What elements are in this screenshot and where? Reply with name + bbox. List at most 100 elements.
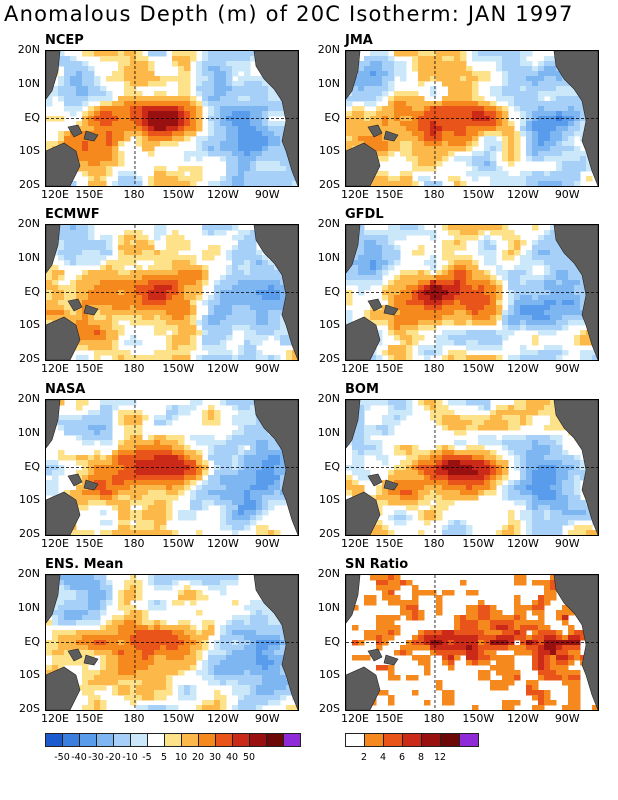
field-cell: [532, 435, 539, 441]
field-cell: [574, 315, 581, 321]
field-cell: [136, 445, 143, 451]
field-cell: [100, 345, 107, 351]
field-cell: [154, 470, 161, 476]
field-cell: [526, 255, 533, 261]
field-cell: [94, 415, 101, 421]
field-cell: [430, 121, 437, 127]
field-cell: [370, 51, 377, 57]
map-plot: [45, 224, 299, 361]
field-cell: [454, 305, 461, 311]
field-cell: [232, 136, 239, 142]
field-cell: [472, 106, 479, 112]
field-cell: [508, 146, 515, 152]
field-cell: [106, 455, 113, 461]
field-cell: [550, 275, 557, 281]
field-cell: [64, 81, 71, 87]
field-cell: [544, 305, 551, 311]
field-cell: [370, 61, 377, 67]
field-cell: [148, 131, 155, 137]
field-cell: [58, 285, 65, 291]
field-cell: [82, 225, 89, 231]
field-cell: [262, 480, 269, 486]
field-cell: [532, 285, 539, 291]
field-cell: [64, 420, 71, 426]
field-cell: [226, 445, 233, 451]
field-cell: [520, 400, 527, 406]
field-cell: [172, 176, 179, 182]
field-cell: [202, 81, 209, 87]
field-cell: [460, 260, 467, 266]
field-cell: [82, 340, 89, 346]
field-cell: [232, 520, 239, 526]
field-cell: [82, 355, 89, 360]
field-cell: [82, 111, 89, 117]
field-cell: [358, 410, 365, 416]
field-cell: [70, 76, 77, 82]
field-cell: [424, 126, 431, 132]
field-cell: [346, 126, 353, 132]
field-cell: [262, 485, 269, 491]
field-cell: [82, 415, 89, 421]
field-cell: [472, 116, 479, 122]
field-cell: [136, 305, 143, 311]
field-cell: [580, 350, 587, 356]
field-cell: [106, 91, 113, 97]
field-cell: [94, 240, 101, 246]
field-cell: [256, 340, 263, 346]
field-cell: [430, 300, 437, 306]
field-cell: [274, 280, 281, 286]
field-cell: [70, 240, 77, 246]
field-cell: [124, 51, 131, 57]
field-cell: [442, 480, 449, 486]
field-cell: [268, 86, 275, 92]
field-cell: [460, 181, 467, 186]
field-cell: [136, 81, 143, 87]
field-cell: [280, 151, 287, 157]
field-cell: [232, 420, 239, 426]
field-cell: [262, 270, 269, 276]
field-cell: [370, 310, 377, 316]
field-cell: [208, 121, 215, 127]
field-cell: [88, 275, 95, 281]
field-cell: [388, 81, 395, 87]
field-cell: [232, 300, 239, 306]
field-cell: [442, 131, 449, 137]
field-cell: [502, 51, 509, 57]
field-cell: [82, 280, 89, 286]
field-cell: [424, 400, 431, 406]
field-cell: [460, 71, 467, 77]
field-cell: [136, 245, 143, 251]
field-cell: [424, 176, 431, 182]
field-cell: [490, 490, 497, 496]
field-cell: [184, 270, 191, 276]
field-cell: [232, 131, 239, 137]
field-cell: [556, 76, 563, 82]
field-cell: [196, 400, 203, 406]
field-cell: [346, 465, 353, 471]
field-cell: [460, 430, 467, 436]
field-cell: [388, 151, 395, 157]
field-cell: [130, 305, 137, 311]
field-cell: [88, 325, 95, 331]
field-cell: [544, 320, 551, 326]
field-cell: [418, 300, 425, 306]
field-cell: [112, 265, 119, 271]
field-cell: [196, 116, 203, 122]
field-cell: [400, 485, 407, 491]
field-cell: [178, 136, 185, 142]
field-cell: [544, 440, 551, 446]
field-cell: [382, 86, 389, 92]
field-cell: [472, 310, 479, 316]
field-cell: [226, 270, 233, 276]
field-cell: [244, 440, 251, 446]
field-cell: [562, 101, 569, 107]
field-cell: [250, 420, 257, 426]
field-cell: [232, 225, 239, 231]
field-cell: [94, 335, 101, 341]
field-cell: [64, 490, 71, 496]
field-cell: [568, 490, 575, 496]
field-cell: [148, 51, 155, 57]
field-cell: [148, 151, 155, 157]
field-cell: [118, 300, 125, 306]
field-cell: [172, 475, 179, 481]
